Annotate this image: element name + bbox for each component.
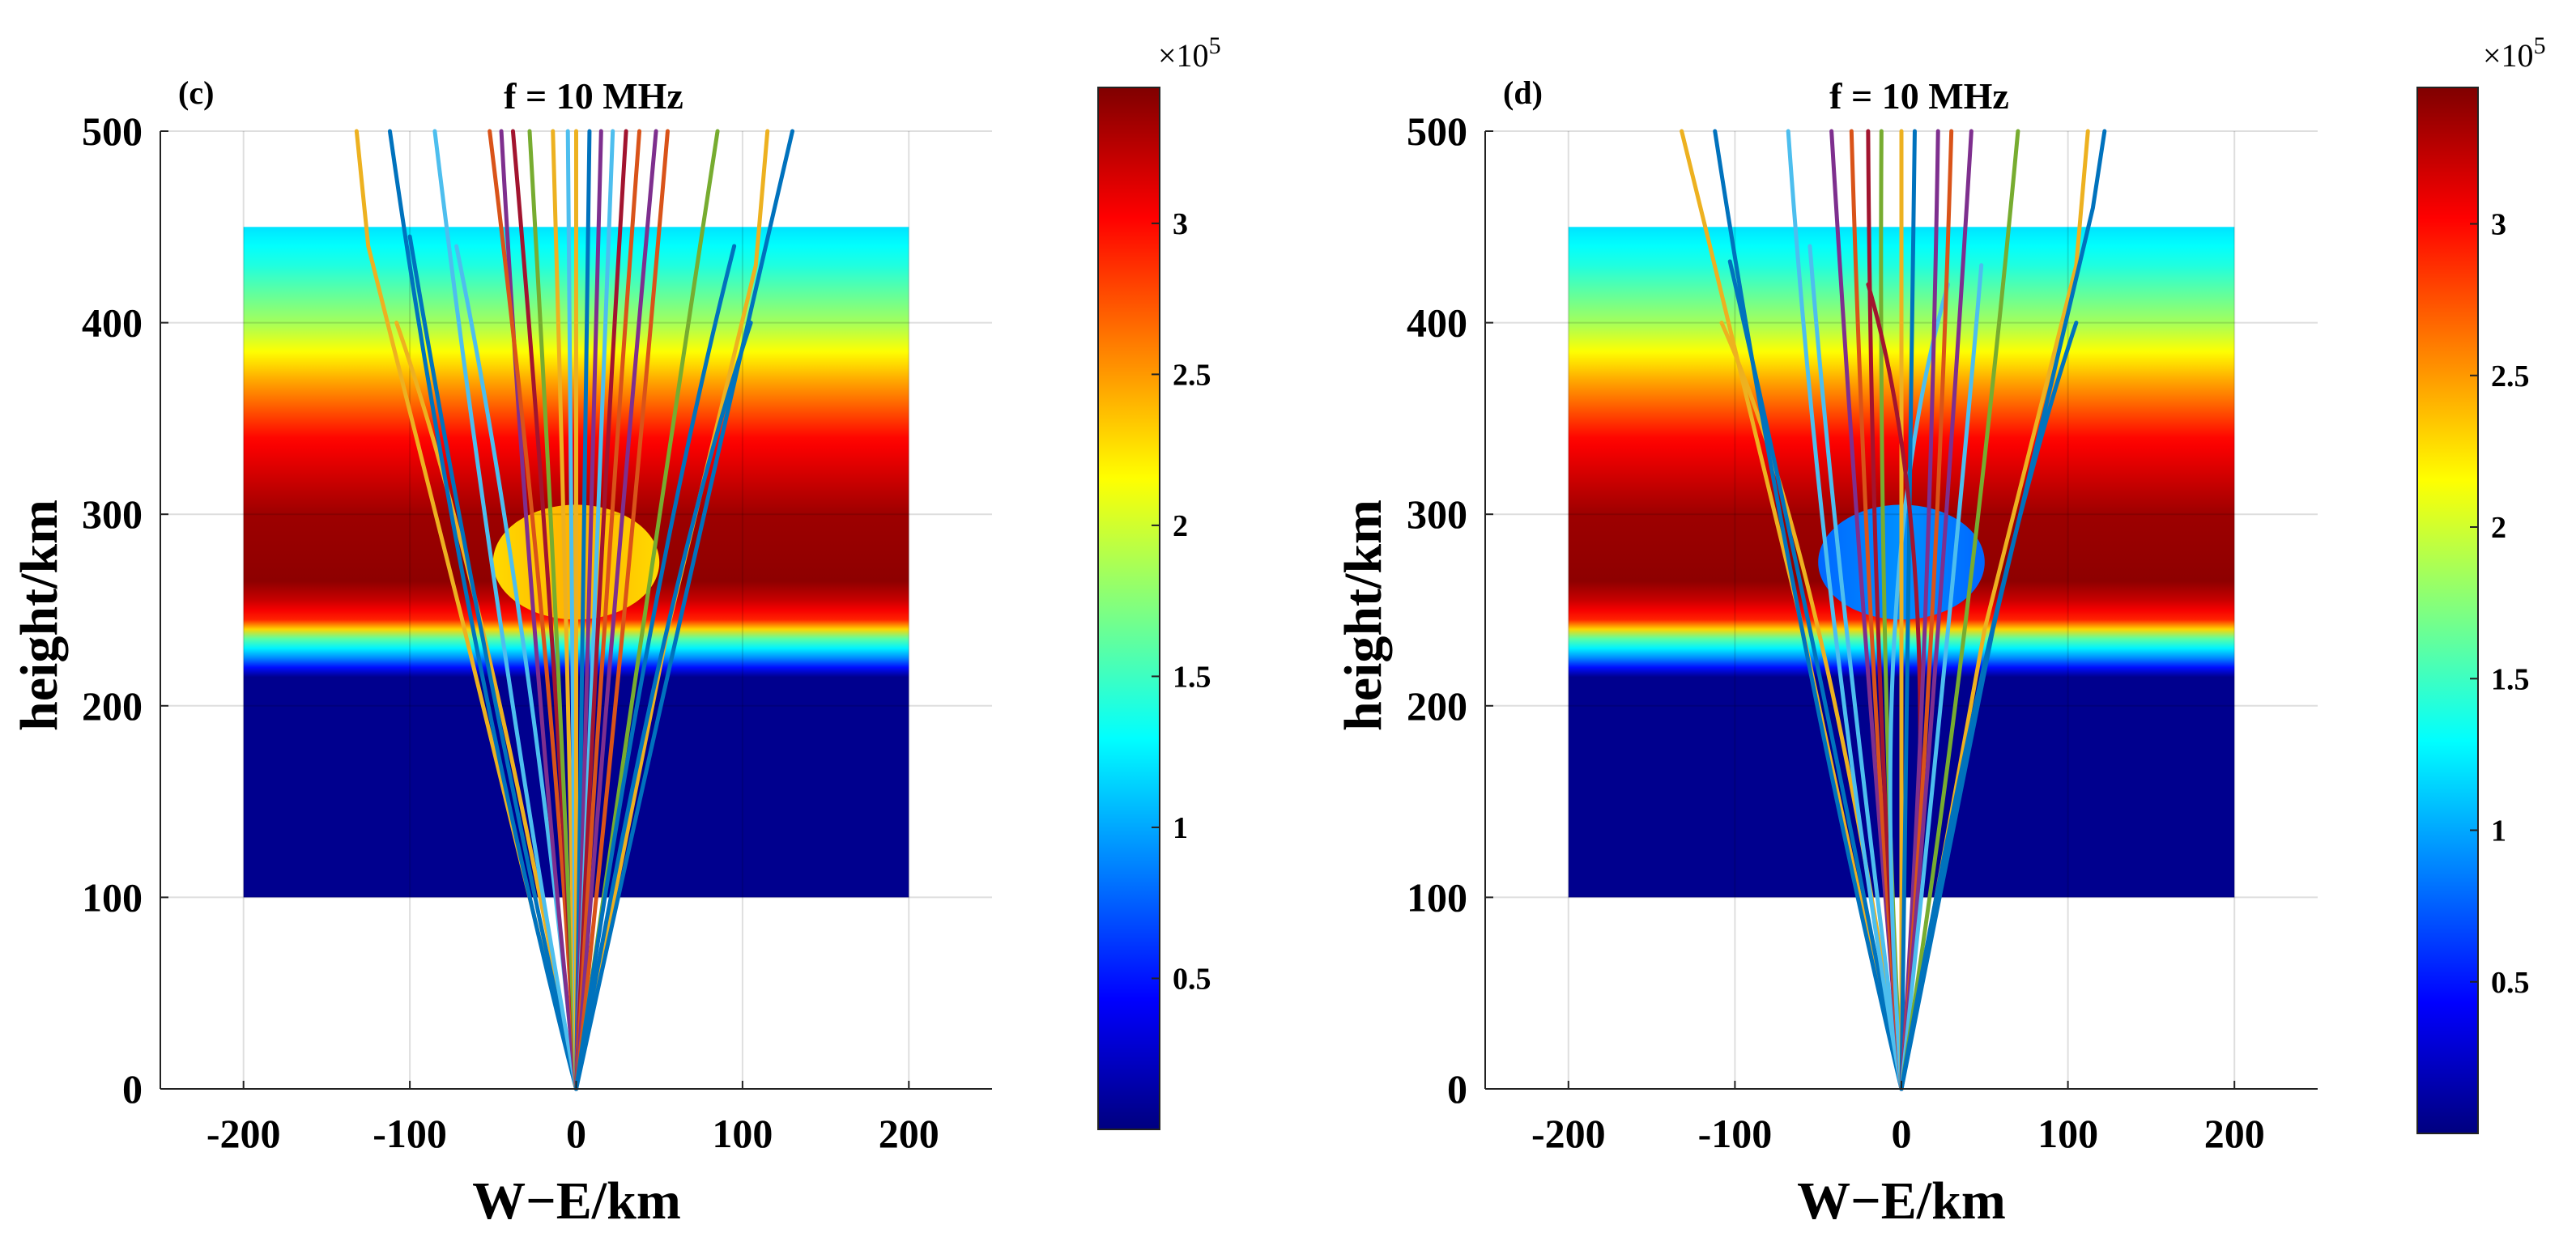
ray-path-12 (1899, 129, 1917, 1091)
y-tick-label: 100 (1407, 874, 1467, 920)
y-tick-label: 500 (1407, 108, 1467, 154)
ray-path-21 (1899, 321, 2079, 1091)
ray-path-2 (407, 234, 578, 1091)
y-tick-label: 500 (82, 108, 143, 154)
x-tick-label: 100 (712, 1111, 773, 1156)
colorbar-tick-label: 3 (1173, 207, 1188, 241)
colorbar-tick-label: 0.5 (2491, 966, 2530, 1000)
colorbar-c: 0.5 1 1.5 2 2.5 3 (1097, 87, 1211, 1130)
ray-path-3 (387, 129, 578, 1091)
colorbar-exponent-c: ×105 (1158, 32, 1221, 74)
ray-path-3 (1713, 129, 1904, 1091)
y-tick-label: 200 (1407, 683, 1467, 729)
chart-title-c: f = 10 MHz (504, 75, 683, 117)
x-tick-label: 200 (879, 1111, 939, 1156)
ray-path-17 (574, 129, 642, 1091)
axes-c: -200 -100 0 100 200 0 100 200 300 400 500 (82, 108, 992, 1156)
axes-d: -200 -100 0 100 200 0 100 200 300 400 500 (1407, 108, 2318, 1156)
ray-path-9 (527, 129, 578, 1091)
ray-path-18 (574, 129, 658, 1091)
ray-path-16 (1899, 129, 1974, 1091)
ray-path-6 (499, 129, 578, 1091)
x-axis-label-d: W−E/km (1797, 1171, 2006, 1231)
colorbar-exponent-power-d: 5 (2534, 32, 2546, 59)
colorbar-exponent-base-c: ×10 (1158, 37, 1209, 74)
colorbar-tick-label: 1.5 (1173, 660, 1211, 694)
colorbar-tick-label: 3 (2491, 208, 2506, 242)
ray-path-4 (1786, 129, 1904, 1091)
colorbar-rect (2416, 87, 2479, 1134)
y-axis-label-d: height/km (1334, 500, 1393, 731)
ray-path-10 (1888, 282, 1951, 1091)
x-tick-label: 0 (1892, 1111, 1912, 1156)
panel-label-d: (d) (1503, 74, 1543, 111)
colorbar-tick-label: 0.5 (1173, 962, 1211, 996)
ray-path-20 (1899, 129, 2107, 1091)
colorbar-tick-label: 2.5 (1173, 358, 1211, 392)
ray-path-21 (574, 244, 737, 1091)
y-axis-label-c: height/km (10, 500, 69, 731)
ray-path-4 (432, 129, 578, 1091)
colorbar-tick-label: 2 (2491, 511, 2506, 545)
y-tick-label: 400 (1407, 300, 1467, 346)
colorbar-rect (1097, 87, 1160, 1130)
colorbar-tick-label: 1.5 (2491, 662, 2530, 696)
y-tick-label: 300 (82, 491, 143, 537)
ray-path-18 (1899, 129, 2020, 1091)
colorbar-tick-label: 2 (1173, 509, 1188, 543)
colorbar-exponent-d: ×105 (2483, 32, 2546, 74)
rays-d (1680, 129, 2107, 1091)
panel-c: -200 -100 0 100 200 0 100 200 300 400 500 (c) f = … (10, 32, 1221, 1231)
x-tick-label: -100 (373, 1111, 447, 1156)
chart-title-d: f = 10 MHz (1829, 75, 2009, 117)
y-tick-label: 0 (122, 1066, 143, 1112)
ray-path-17 (1899, 263, 1984, 1091)
ray-path-5 (1807, 244, 1904, 1091)
panel-d: -200 -100 0 100 200 0 100 200 300 400 500 (d) f = … (1334, 32, 2546, 1231)
x-tick-label: 0 (566, 1111, 586, 1156)
y-tick-label: 400 (82, 300, 143, 346)
ray-path-24 (574, 321, 753, 1091)
y-tick-label: 200 (82, 683, 143, 729)
rays-c (354, 129, 795, 1091)
colorbar-tick-label: 2.5 (2491, 359, 2530, 393)
colorbar-tick-label: 1 (1173, 811, 1188, 845)
x-tick-label: -200 (1531, 1111, 1606, 1156)
colorbar-exponent-base-d: ×10 (2483, 37, 2534, 74)
x-tick-label: -100 (1698, 1111, 1773, 1156)
y-tick-label: 0 (1447, 1066, 1467, 1112)
y-tick-label: 300 (1407, 491, 1467, 537)
colorbar-exponent-power-c: 5 (1209, 32, 1221, 59)
ray-path-1 (1680, 129, 1904, 1091)
y-tick-label: 100 (82, 874, 143, 920)
x-tick-label: -200 (207, 1111, 281, 1156)
colorbar-tick-label: 1 (2491, 814, 2506, 848)
x-tick-label: 100 (2037, 1111, 2098, 1156)
x-tick-label: 200 (2204, 1111, 2265, 1156)
x-axis-label-c: W−E/km (472, 1171, 681, 1231)
ray-path-23 (574, 129, 795, 1091)
panel-label-c: (c) (178, 74, 214, 111)
ray-path-19 (574, 129, 670, 1091)
colorbar-d: 0.5 1 1.5 2 2.5 3 (2416, 87, 2530, 1134)
